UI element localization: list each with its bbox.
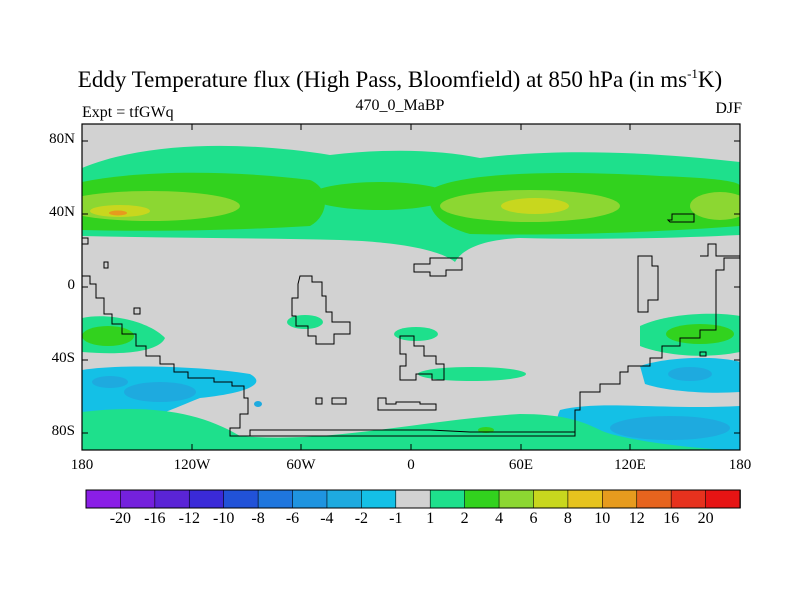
contour-sh-africa-pos (394, 327, 438, 341)
colorbar-cell (705, 489, 741, 509)
contour-sh-west-pos-core (82, 326, 134, 346)
contour-sh-west-neg-core2 (92, 376, 128, 388)
run-label: 470_0_MaBP (355, 97, 445, 114)
colorbar-cell (602, 489, 638, 509)
contour-field (82, 124, 740, 450)
colorbar-cell (188, 489, 225, 509)
colorbar-label: -20 (109, 510, 132, 527)
y-tick-label: 80N (49, 131, 75, 147)
season-label: DJF (715, 100, 742, 117)
colorbar-label: 2 (460, 510, 469, 527)
colorbar-label: 12 (628, 510, 645, 527)
x-tick-label: 180 (70, 457, 94, 473)
contour-sh-atl-pos (287, 315, 323, 329)
colorbar-cell (154, 489, 191, 509)
colorbar-cell (498, 489, 535, 509)
colorbar-cell (85, 489, 122, 509)
colorbar-cell (670, 489, 707, 509)
coast-ne-block (666, 213, 695, 223)
colorbar-cell (395, 489, 432, 509)
colorbar-cell (120, 489, 156, 509)
contour-sh-aus-neg-core (668, 367, 712, 381)
colorbar (85, 489, 741, 509)
colorbar-label: 6 (529, 510, 538, 527)
x-tick-label: 0 (407, 457, 415, 473)
contour-sh-indian-pos (418, 367, 526, 381)
colorbar-cell (567, 489, 604, 509)
colorbar-label: 10 (594, 510, 611, 527)
coast-east-asia (700, 243, 740, 257)
contour-nh-east-8 (501, 198, 569, 214)
colorbar-cell (636, 489, 672, 509)
coast-central-block (291, 275, 351, 345)
y-tick-label: 40N (49, 204, 75, 220)
contour-sh-west-neg-core (124, 382, 196, 402)
colorbar-label: -4 (320, 510, 334, 527)
colorbar-label: -16 (144, 510, 166, 527)
contour-nh-west-6 (82, 191, 240, 221)
contour-sh-small-neg (254, 401, 262, 407)
contour-sh-east-neg-core (610, 416, 730, 440)
colorbar-cell (429, 489, 466, 509)
contour-nh-east-far (690, 192, 740, 220)
coast-antarctic-edge (230, 432, 576, 437)
y-tick-label: 0 (67, 277, 76, 293)
colorbar-label: -8 (251, 510, 265, 527)
y-tick-label: 80S (51, 423, 75, 439)
colorbar-label: -1 (389, 510, 403, 527)
colorbar-cell (326, 489, 363, 509)
coast-island-4 (331, 397, 347, 405)
coast-island-1 (103, 261, 109, 269)
contour-nh-center (310, 182, 450, 210)
colorbar-label: 8 (563, 510, 572, 527)
x-tick-label: 180 (728, 457, 752, 473)
x-tick-label: 60W (286, 457, 316, 473)
colorbar-label: 4 (495, 510, 504, 527)
colorbar-label: 1 (426, 510, 435, 527)
y-tick-label: 40S (51, 350, 75, 366)
colorbar-cell (361, 489, 397, 509)
colorbar-cell (533, 489, 569, 509)
colorbar-cell (223, 489, 259, 509)
colorbar-frame (85, 489, 741, 509)
colorbar-cell (464, 489, 500, 509)
colorbar-label: -2 (354, 510, 369, 527)
colorbar-cell (257, 489, 294, 509)
coast-island-5 (315, 397, 323, 405)
coast-nw-edge (82, 237, 89, 245)
x-tick-label: 60E (508, 457, 534, 473)
coast-east-n-block (637, 255, 659, 313)
colorbar-cell (292, 489, 328, 509)
colorbar-label: 20 (697, 510, 714, 527)
plot-title: Eddy Temperature flux (High Pass, Bloomf… (77, 66, 723, 92)
x-tick-label: 120E (614, 457, 646, 473)
contour-nh-west-10 (109, 210, 127, 216)
colorbar-label: 16 (663, 510, 680, 527)
coast-west-continent (82, 257, 740, 437)
experiment-label: Expt = tfGWq (82, 104, 174, 121)
colorbar-label: -6 (285, 510, 300, 527)
coast-island-2 (133, 307, 141, 315)
axis-ticks (82, 124, 740, 450)
colorbar-label: -12 (178, 510, 200, 527)
coast-african-block (399, 335, 445, 381)
coast-island-3 (377, 397, 437, 411)
x-tick-label: 120W (173, 457, 211, 473)
coast-island-6 (699, 351, 707, 357)
coast-small-n-block (413, 257, 463, 277)
coastlines (82, 213, 740, 437)
colorbar-label: -10 (213, 510, 235, 527)
